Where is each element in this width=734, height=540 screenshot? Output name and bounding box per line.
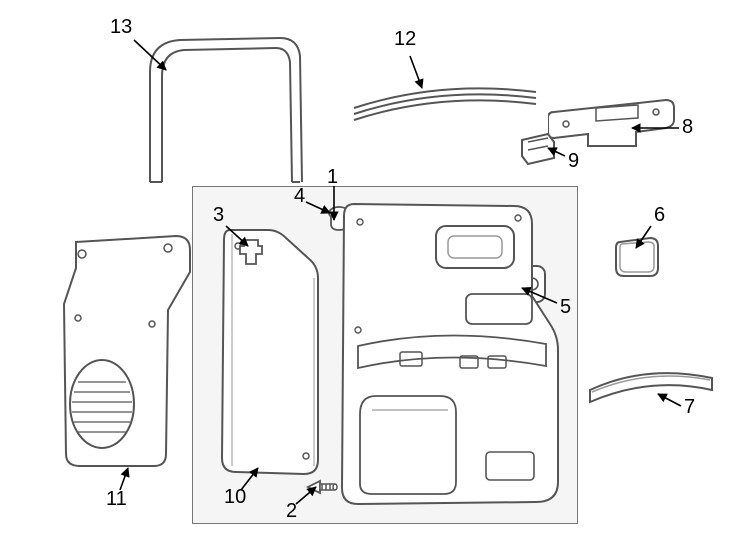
- leader-2: [296, 487, 316, 504]
- callout-label-1: 1: [327, 166, 338, 189]
- callout-label-10: 10: [224, 486, 246, 509]
- callout-label-13: 13: [110, 16, 132, 39]
- leader-11: [120, 468, 128, 490]
- leader-9: [548, 148, 565, 156]
- callout-label-9: 9: [568, 150, 579, 173]
- callout-label-5: 5: [560, 296, 571, 319]
- callout-label-8: 8: [682, 116, 693, 139]
- callout-label-7: 7: [684, 396, 695, 419]
- leader-5: [522, 288, 557, 303]
- leader-13: [134, 40, 166, 70]
- callout-label-4: 4: [294, 185, 305, 208]
- leader-4: [306, 202, 330, 213]
- callout-label-6: 6: [654, 204, 665, 227]
- callout-label-2: 2: [286, 500, 297, 523]
- diagram-stage: 1 2 3 4 5 6 7 8 9 10 11 12 13: [0, 0, 734, 540]
- callout-label-11: 11: [106, 488, 127, 511]
- leader-6: [636, 226, 651, 248]
- leader-12: [410, 56, 422, 88]
- leader-lines: [0, 0, 734, 540]
- callout-label-3: 3: [213, 204, 224, 227]
- callout-label-12: 12: [394, 28, 416, 51]
- leader-3: [226, 226, 248, 246]
- leader-7: [658, 394, 681, 406]
